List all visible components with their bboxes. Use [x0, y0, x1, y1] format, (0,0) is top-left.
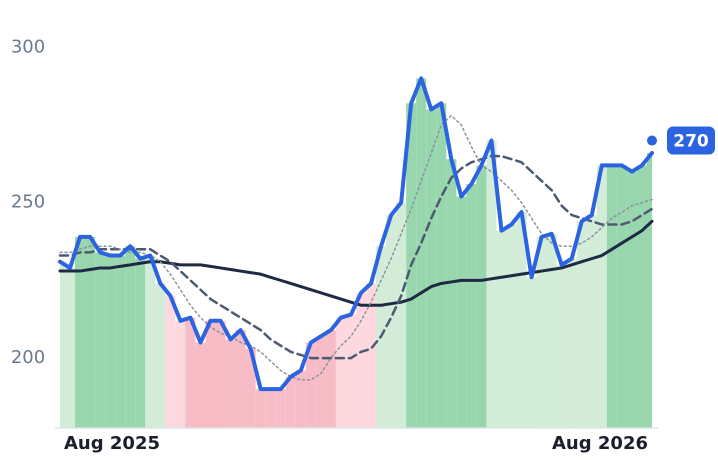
area-column — [345, 314, 356, 428]
x-tick-label: Aug 2026 — [552, 433, 648, 454]
area-column — [456, 196, 467, 428]
area-column — [576, 221, 587, 428]
area-column — [636, 165, 647, 429]
area-column — [255, 389, 266, 428]
series-line — [59, 114, 653, 381]
last-dot — [647, 135, 657, 146]
area-column — [335, 317, 346, 428]
area-column — [526, 277, 537, 428]
area-column — [396, 202, 407, 428]
area-column — [626, 171, 637, 428]
area-column — [225, 339, 236, 428]
area-column — [386, 215, 397, 428]
area-column — [75, 236, 86, 428]
area-column — [366, 283, 377, 428]
x-tick-label: Aug 2025 — [64, 433, 160, 454]
area-column — [235, 330, 246, 428]
area-column — [496, 230, 507, 428]
area-column — [446, 159, 457, 428]
area-column — [616, 165, 627, 429]
area-column — [506, 224, 517, 428]
area-column — [135, 258, 146, 428]
area-column — [195, 342, 206, 428]
area-column — [245, 348, 256, 428]
area-column — [556, 264, 567, 428]
area-column — [315, 336, 326, 428]
y-tick-label: 300 — [11, 36, 45, 57]
area-column — [486, 140, 497, 428]
area-column — [95, 252, 106, 428]
area-column — [596, 165, 607, 429]
area-column — [155, 283, 166, 428]
area-column — [215, 320, 226, 428]
series-line — [58, 76, 654, 392]
last-label: 270 — [673, 132, 709, 152]
area-column — [516, 212, 527, 428]
area-column — [546, 233, 557, 428]
area-column — [295, 370, 306, 428]
area-column — [436, 103, 447, 429]
area-column — [125, 246, 136, 428]
y-tick-label: 250 — [11, 192, 45, 213]
area-column — [145, 255, 156, 428]
area-column — [265, 389, 276, 428]
area-column — [356, 292, 367, 428]
series-line — [58, 154, 654, 360]
area-column — [536, 236, 547, 428]
area-column — [476, 165, 487, 429]
area-column — [606, 165, 617, 429]
area-column — [205, 320, 216, 428]
area-column — [305, 342, 316, 428]
area-column — [185, 317, 196, 428]
area-column — [466, 184, 477, 428]
area-column — [60, 261, 66, 428]
last-badge — [667, 126, 715, 155]
area-column — [65, 267, 76, 428]
area-column — [646, 152, 652, 428]
y-tick-label: 200 — [11, 347, 45, 368]
area-column — [586, 215, 597, 428]
area-column — [85, 236, 96, 428]
area-column — [426, 109, 437, 428]
area-column — [275, 389, 286, 428]
area-column — [115, 255, 126, 428]
area-column — [165, 295, 176, 428]
area-column — [416, 78, 427, 428]
area-column — [566, 258, 577, 428]
area-column — [175, 320, 186, 428]
area-column — [105, 255, 116, 428]
area-column — [325, 330, 336, 428]
area-column — [285, 376, 296, 428]
